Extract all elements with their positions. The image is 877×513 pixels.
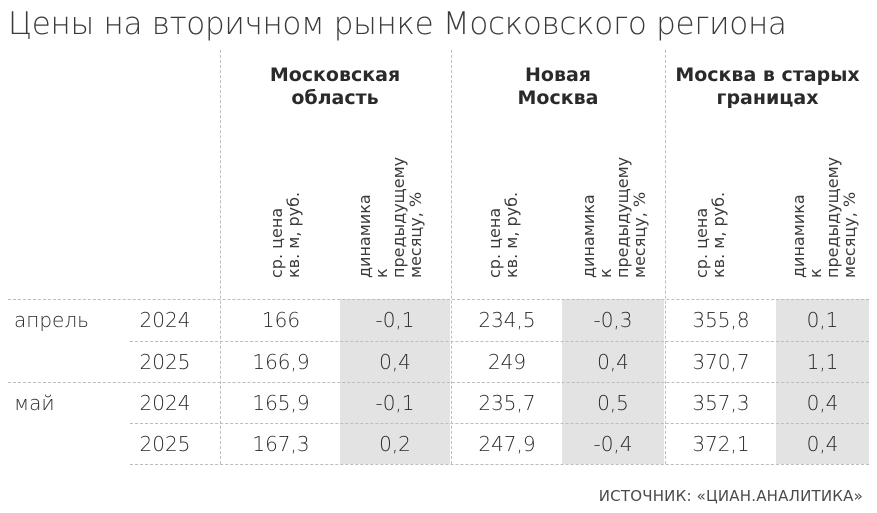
subheader-change-old-moscow: динамика к предыдущему месяцу, % <box>789 156 859 278</box>
change-old-moscow: 0,4 <box>806 391 839 415</box>
divider-horizontal <box>8 299 869 300</box>
shade-change-old-moscow <box>776 299 869 464</box>
subheader-price-oblast: ср. цена кв. м, руб. <box>267 191 303 278</box>
group-header-label: Московская область <box>269 64 401 109</box>
change-old-moscow: 0,4 <box>806 432 839 456</box>
subheader-change-new-moscow: динамика к предыдущему месяцу, % <box>579 156 649 278</box>
price-oblast: 166,9 <box>252 350 310 374</box>
subheader-price-new-moscow: ср. цена кв. м, руб. <box>485 191 521 278</box>
month-label: апрель <box>14 308 89 332</box>
price-new-moscow: 235,7 <box>478 391 536 415</box>
year-label: 2024 <box>139 391 191 415</box>
year-label: 2025 <box>139 350 191 374</box>
group-header-moscow-oblast: Московская область <box>220 64 450 110</box>
divider-vertical <box>451 50 452 464</box>
divider-horizontal <box>130 423 869 424</box>
price-new-moscow: 249 <box>487 350 527 374</box>
price-old-moscow: 355,8 <box>692 308 750 332</box>
year-label: 2024 <box>139 308 191 332</box>
group-header-label: Москва в старых границах <box>675 64 860 109</box>
price-old-moscow: 372,1 <box>692 432 750 456</box>
change-old-moscow: 0,1 <box>806 308 839 332</box>
divider-horizontal <box>130 341 869 342</box>
divider-vertical <box>665 50 666 464</box>
change-new-moscow: -0,4 <box>593 432 633 456</box>
month-label: май <box>14 391 55 415</box>
subheader-price-old-moscow: ср. цена кв. м, руб. <box>692 191 728 278</box>
shade-change-new-moscow <box>562 299 664 464</box>
divider-horizontal <box>8 382 869 383</box>
change-oblast: 0,4 <box>379 350 411 374</box>
price-new-moscow: 234,5 <box>478 308 536 332</box>
price-old-moscow: 370,7 <box>692 350 750 374</box>
change-oblast: -0,1 <box>375 308 415 332</box>
subheader-change-oblast: динамика к предыдущему месяцу, % <box>355 156 425 278</box>
change-oblast: 0,2 <box>379 432 411 456</box>
divider-vertical <box>220 50 221 464</box>
change-old-moscow: 1,1 <box>806 350 839 374</box>
page-title: Цены на вторичном рынке Московского реги… <box>8 6 787 42</box>
change-new-moscow: 0,4 <box>597 350 629 374</box>
source-note: ИСТОЧНИК: «ЦИАН.АНАЛИТИКА» <box>598 487 863 505</box>
price-oblast: 166 <box>261 308 301 332</box>
change-new-moscow: 0,5 <box>597 391 629 415</box>
shade-change-oblast <box>340 299 450 464</box>
group-header-new-moscow: Новая Москва <box>452 64 664 110</box>
price-oblast: 167,3 <box>252 432 310 456</box>
change-new-moscow: -0,3 <box>593 308 633 332</box>
year-label: 2025 <box>139 432 191 456</box>
divider-horizontal <box>130 464 869 465</box>
group-header-label: Новая Москва <box>517 64 599 109</box>
change-oblast: -0,1 <box>375 391 415 415</box>
group-header-old-moscow: Москва в старых границах <box>666 64 869 110</box>
price-old-moscow: 357,3 <box>692 391 750 415</box>
price-oblast: 165,9 <box>252 391 310 415</box>
price-new-moscow: 247,9 <box>478 432 536 456</box>
